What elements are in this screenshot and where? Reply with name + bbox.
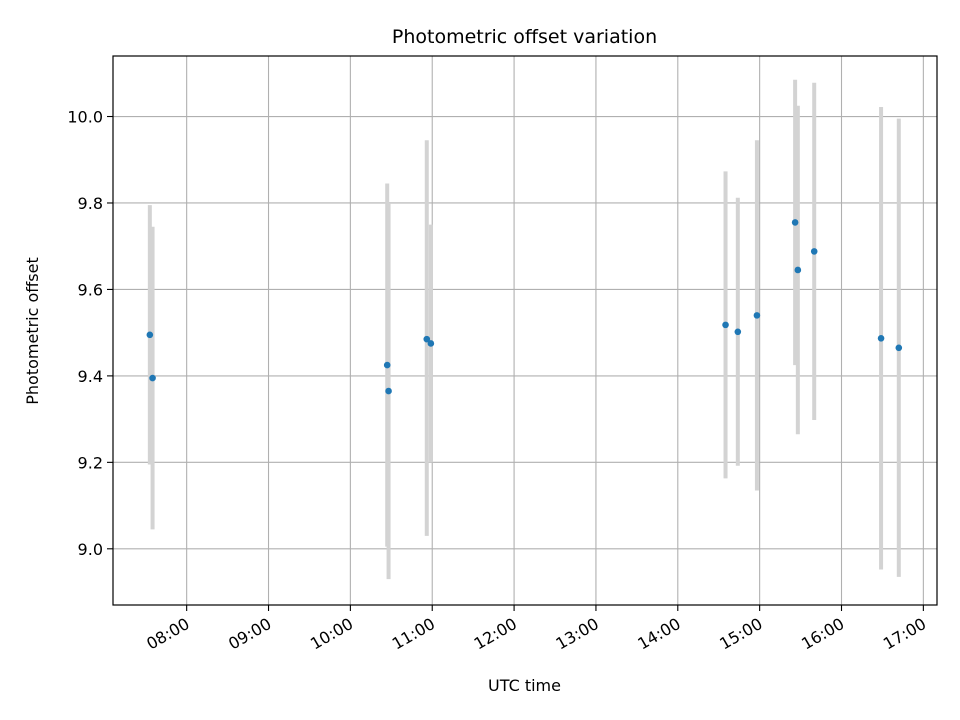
y-tick-label: 9.2 [78, 453, 103, 472]
x-tick-label: 11:00 [389, 614, 438, 654]
data-point [734, 328, 742, 336]
y-tick-label: 9.6 [78, 280, 103, 299]
x-tick-label: 14:00 [634, 614, 683, 654]
data-point [791, 219, 799, 226]
y-axis-ticks: 9.0 9.2 9.4 9.6 9.8 10.0 [67, 108, 113, 559]
y-tick-label: 9.0 [78, 540, 103, 559]
x-axis-ticks: 08:00 09:00 10:00 11:00 12:00 13:00 14:00 15:00… [143, 605, 929, 654]
x-tick-label: 17:00 [880, 614, 929, 654]
data-point [149, 374, 156, 382]
x-axis-label: UTC time [488, 676, 561, 695]
x-tick-label: 16:00 [798, 614, 847, 654]
plot-frame [112, 55, 938, 606]
data-point [753, 312, 761, 319]
error-bars [147, 79, 901, 580]
data-point [895, 344, 903, 352]
x-tick-label: 10:00 [307, 614, 356, 654]
data-point [722, 321, 729, 329]
y-axis-label: Photometric offset [23, 257, 42, 405]
data-point [794, 266, 802, 274]
x-tick-label: 08:00 [143, 614, 192, 654]
data-point [877, 334, 885, 342]
chart-title: Photometric offset variation [392, 26, 657, 48]
data-point [385, 387, 392, 395]
data-point [810, 248, 818, 255]
x-tick-label: 09:00 [225, 614, 274, 654]
x-tick-label: 12:00 [471, 614, 520, 654]
y-tick-label: 10.0 [67, 108, 103, 127]
y-tick-label: 9.4 [78, 367, 103, 386]
data-point [383, 361, 391, 369]
data-point [146, 331, 154, 339]
y-tick-label: 9.8 [78, 194, 103, 213]
data-point [423, 335, 431, 343]
x-tick-label: 15:00 [716, 614, 765, 654]
data-points [146, 219, 903, 395]
data-point [427, 340, 435, 347]
x-tick-label: 13:00 [553, 614, 602, 654]
